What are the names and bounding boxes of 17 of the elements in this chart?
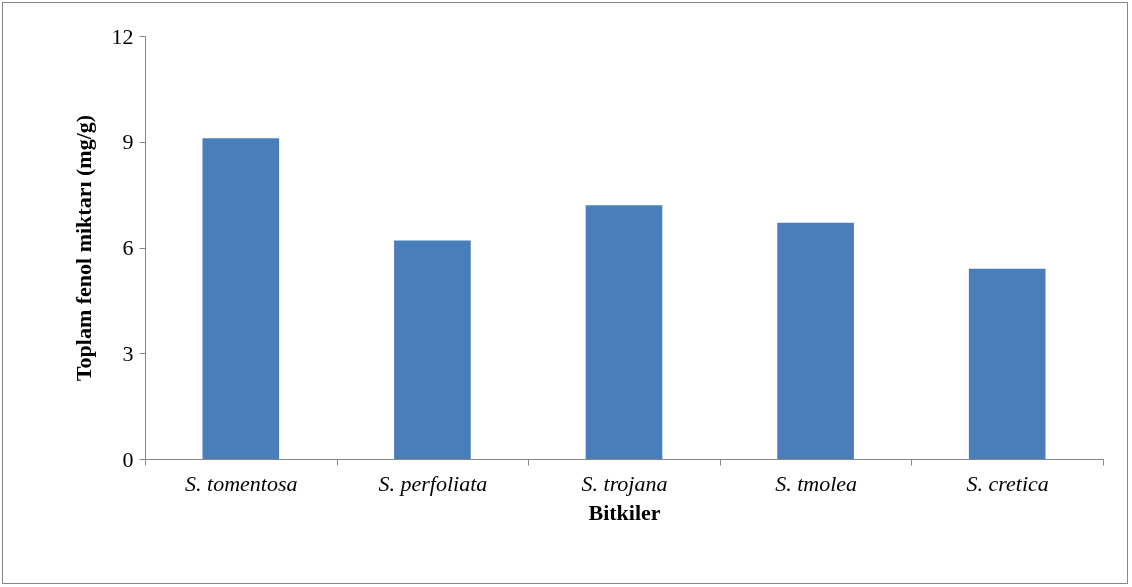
x-tick-label: S. perfoliata — [378, 470, 488, 496]
y-tick-label: 9 — [122, 129, 134, 155]
x-tick-label: S. cretica — [966, 470, 1049, 496]
bar — [585, 205, 663, 459]
y-axis-title: Toplam fenol miktarı (mg/g) — [70, 114, 96, 382]
bar — [394, 240, 471, 459]
x-axis-title: Bitkiler — [588, 499, 661, 525]
bar — [777, 222, 854, 459]
x-tick-label: S. tomentosa — [185, 470, 298, 496]
x-tick-label: S. trojana — [581, 470, 668, 496]
y-tick-label: 12 — [111, 23, 134, 49]
bar — [968, 268, 1046, 459]
y-tick-label: 0 — [122, 446, 134, 472]
y-tick-label: 6 — [122, 235, 134, 260]
y-tick-label: 3 — [122, 340, 134, 366]
bar — [202, 138, 280, 459]
x-tick-label: S. tmolea — [775, 470, 858, 496]
